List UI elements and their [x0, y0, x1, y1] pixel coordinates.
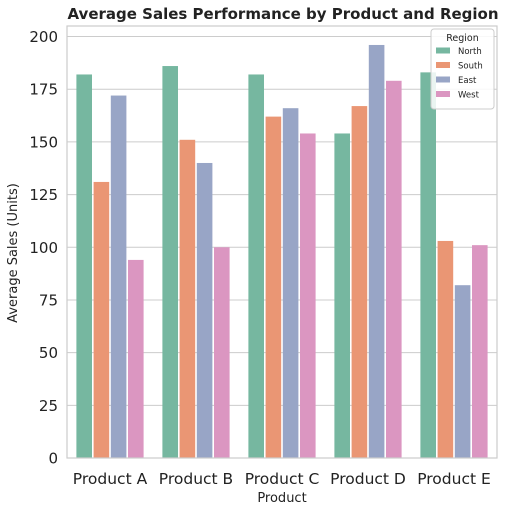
bar-west — [386, 80, 402, 458]
legend-label-north: North — [458, 47, 482, 57]
bar-north — [76, 74, 92, 458]
bar-south — [179, 139, 196, 459]
y-tick-label: 200 — [29, 28, 58, 46]
bar-east — [196, 162, 213, 458]
legend: Region North South East West — [430, 28, 495, 110]
bar-south — [351, 106, 368, 458]
y-tick-label: 125 — [29, 186, 58, 204]
y-tick-labels: 0 25 50 75 100 125 150 175 200 — [29, 28, 58, 467]
x-tick-label: Product B — [159, 470, 233, 488]
bar-north — [248, 74, 264, 458]
bar-east — [110, 95, 127, 458]
plot-frame — [66, 25, 498, 459]
legend-label-west: West — [458, 91, 480, 101]
y-tick-label: 25 — [39, 397, 58, 415]
bar-south — [437, 240, 454, 458]
bar-east — [368, 44, 385, 459]
x-tick-label: Product C — [245, 470, 320, 488]
y-tick-label: 175 — [29, 81, 58, 99]
bar-west — [214, 247, 230, 458]
y-axis-label: Average Sales (Units) — [6, 183, 21, 323]
x-tick-label: Product D — [330, 470, 406, 488]
legend-title: Region — [446, 33, 479, 44]
bar-west — [472, 245, 488, 458]
x-axis-label: Product — [257, 491, 306, 506]
chart-title: Average Sales Performance by Product and… — [67, 5, 498, 23]
legend-swatch-east — [436, 76, 450, 83]
x-tick-label: Product A — [73, 470, 148, 488]
bar-south — [93, 181, 110, 458]
legend-swatch-south — [436, 62, 450, 68]
bar-north — [162, 66, 178, 458]
x-tick-label: Product E — [417, 470, 491, 488]
y-tick-label: 75 — [39, 291, 58, 309]
y-tick-label: 150 — [29, 133, 58, 151]
y-tick-label: 50 — [39, 344, 58, 362]
bar-west — [128, 259, 144, 458]
bar-west — [300, 133, 316, 458]
x-tick-labels: Product A Product B Product C Product D Prod… — [73, 470, 491, 488]
legend-label-south: South — [458, 62, 483, 72]
legend-label-east: East — [458, 76, 477, 86]
legend-swatch-west — [436, 91, 450, 97]
bar-north — [420, 72, 436, 459]
y-tick-label: 100 — [29, 239, 58, 257]
legend-items: North South East West — [436, 47, 483, 101]
legend-swatch-north — [436, 47, 450, 54]
bar-north — [334, 133, 350, 458]
bar-east — [282, 108, 299, 458]
bar-south — [265, 116, 282, 459]
y-tick-label: 0 — [48, 450, 58, 468]
bars — [76, 44, 488, 459]
bar-east — [454, 285, 471, 458]
